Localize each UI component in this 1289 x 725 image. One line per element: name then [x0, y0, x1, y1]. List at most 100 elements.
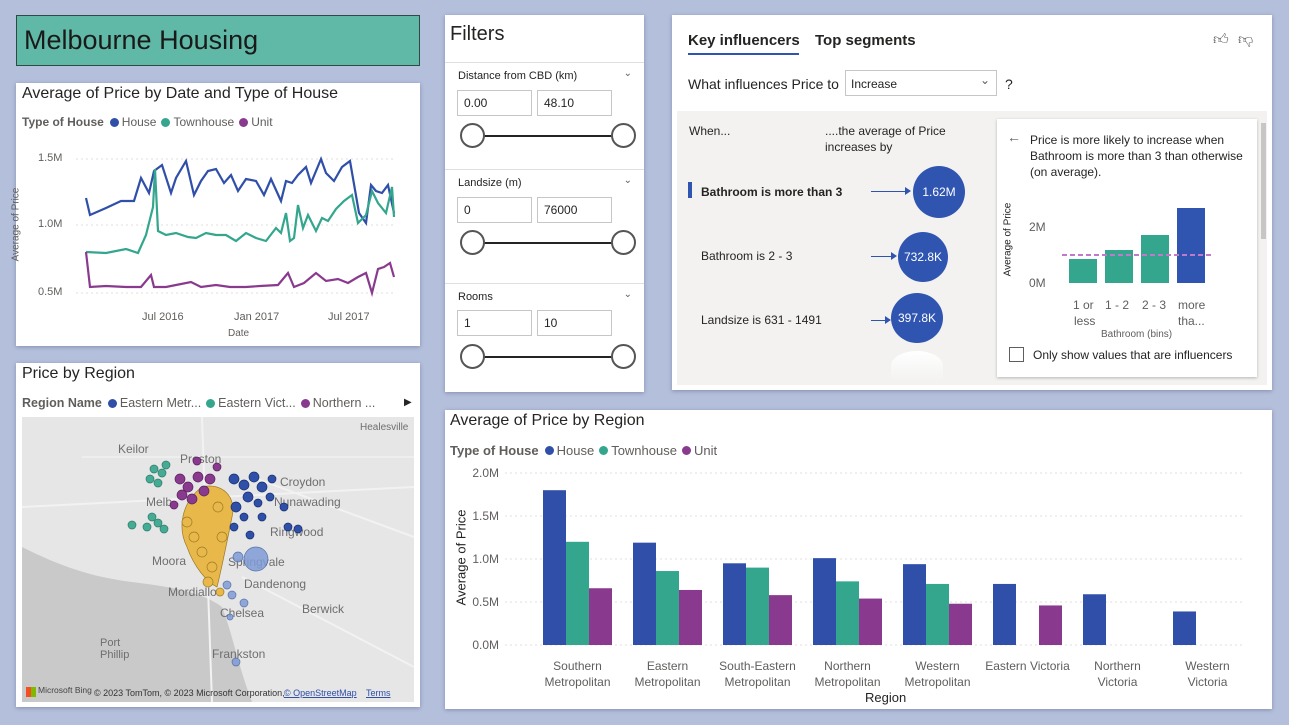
filter-label: Landsize (m)	[458, 177, 522, 189]
detail-bar-chart	[1062, 208, 1211, 283]
range-max-input[interactable]: 48.10	[537, 90, 612, 116]
slider-max-handle[interactable]	[611, 344, 636, 369]
osm-link[interactable]: © OpenStreetMap	[284, 688, 357, 698]
legend-item-townhouse[interactable]: Townhouse	[161, 115, 234, 129]
slider-min-handle[interactable]	[460, 123, 485, 148]
range-min-input[interactable]: 0	[457, 197, 532, 223]
back-arrow-icon[interactable]: ←	[1007, 129, 1021, 145]
terms-link[interactable]: Terms	[366, 688, 391, 698]
report-title: Melbourne Housing	[24, 25, 259, 55]
thumbs-up-icon[interactable]: 👍︎	[1213, 31, 1229, 48]
influencers-only-checkbox[interactable]	[1009, 347, 1024, 362]
scrollbar[interactable]	[1261, 123, 1266, 239]
bar-townhouse	[836, 581, 859, 645]
selected-indicator	[688, 182, 692, 198]
chevron-down-icon[interactable]: ⌄	[623, 68, 632, 79]
series-line-unit	[84, 251, 396, 298]
detail-x-tick: more	[1178, 298, 1206, 312]
slider-max-handle[interactable]	[611, 230, 636, 255]
slider-track[interactable]	[472, 242, 624, 244]
legend-item-house[interactable]: House	[109, 115, 156, 129]
bar-townhouse	[746, 567, 769, 645]
detail-text: Price is more likely to increase when	[1030, 133, 1225, 147]
legend-title: Type of House	[450, 443, 539, 458]
bar-unit	[679, 589, 702, 645]
legend-dot-icon	[300, 398, 310, 408]
detail-x-tick: less	[1074, 314, 1096, 328]
x-category-label: South-Eastern Metropolitan	[719, 659, 796, 689]
legend-item-northern[interactable]: Northern ...	[300, 396, 375, 410]
series-line-house	[84, 155, 396, 226]
y-axis-label: Average of Price	[10, 187, 22, 262]
map-canvas[interactable]: Keilor Healesville Preston Croydon Nunaw…	[22, 417, 414, 702]
chevron-down-icon[interactable]: ⌄	[623, 175, 632, 186]
legend-item-townhouse[interactable]: Townhouse	[599, 443, 677, 458]
map-place-label: Berwick	[302, 602, 345, 616]
bar-house	[633, 542, 656, 645]
map-card[interactable]: Price by Region Region Name Eastern Metr…	[16, 363, 420, 707]
range-min-input[interactable]: 1	[457, 310, 532, 336]
filter-label: Distance from CBD (km)	[458, 70, 578, 82]
x-category-label: Western Metropolitan	[904, 659, 971, 689]
detail-text: Bathroom is more than 3 than otherwise	[1030, 149, 1243, 163]
dropdown-value: Increase	[851, 77, 898, 91]
range-max-input[interactable]: 10	[537, 310, 612, 336]
influencer-bubble[interactable]: 397.8K	[891, 293, 943, 343]
bar-townhouse	[926, 583, 949, 645]
x-category-label: Northern Metropolitan	[814, 659, 881, 689]
legend-dot-icon	[161, 117, 171, 127]
influencer-bubble[interactable]: 1.62M	[913, 166, 965, 218]
bar-unit	[949, 603, 972, 645]
slider-min-handle[interactable]	[460, 230, 485, 255]
chevron-down-icon[interactable]: ⌄	[623, 289, 632, 300]
y-tick: 0.5M	[38, 286, 63, 298]
line-chart-card[interactable]: Average of Price by Date and Type of Hou…	[10, 83, 420, 346]
bar-house	[543, 490, 566, 645]
bar-unit	[859, 598, 882, 645]
thumbs-down-icon[interactable]: 👎︎	[1238, 31, 1254, 48]
map-place-label: Port Phillip	[100, 637, 130, 661]
tab-top-segments[interactable]: Top segments	[815, 32, 916, 49]
influencer-label[interactable]: Bathroom is 2 - 3	[701, 249, 793, 263]
legend-item-unit[interactable]: Unit	[239, 115, 273, 129]
slider-max-handle[interactable]	[611, 123, 636, 148]
slider-min-handle[interactable]	[460, 344, 485, 369]
bar-chart-legend: Type of House House Townhouse Unit	[450, 443, 722, 458]
legend-item-unit[interactable]: Unit	[681, 443, 717, 458]
legend-item-house[interactable]: House	[544, 443, 594, 458]
bing-logo-icon	[26, 687, 36, 697]
bar-chart-card[interactable]: Average of Price by Region Type of House…	[445, 410, 1272, 709]
slider-track[interactable]	[472, 135, 624, 137]
influencer-label[interactable]: Landsize is 631 - 1491	[701, 313, 822, 327]
x-category-label: Eastern Metropolitan	[634, 659, 701, 689]
bar-house	[1173, 611, 1196, 645]
influencer-bubble[interactable]: 732.8K	[898, 232, 948, 282]
y-tick: 0.5M	[472, 595, 499, 609]
question-prefix: What influences Price to	[688, 76, 839, 92]
influencer-label[interactable]: Bathroom is more than 3	[701, 185, 843, 199]
bar-chart-title: Average of Price by Region	[450, 412, 645, 429]
x-tick: Jul 2016	[142, 311, 184, 323]
legend-title: Type of House	[22, 115, 104, 129]
legend-next-icon[interactable]: ▶	[404, 397, 412, 408]
legend-item-eastern-victoria[interactable]: Eastern Vict...	[206, 396, 296, 410]
target-dropdown[interactable]: Increase ⌄	[845, 70, 997, 96]
map-place-label: Croydon	[280, 475, 326, 489]
map-background	[22, 417, 414, 702]
bar-chart-plot: 2.0M 1.5M 1.0M 0.5M 0.0M	[472, 466, 1245, 652]
map-place-label: Keilor	[118, 442, 149, 456]
bar-house	[813, 558, 836, 645]
filter-distance: Distance from CBD (km) ⌄ 0.00 48.10	[445, 62, 644, 169]
filter-label: Rooms	[458, 291, 493, 303]
y-tick: 2.0M	[472, 466, 499, 480]
range-max-input[interactable]: 76000	[537, 197, 612, 223]
y-tick: 1.0M	[38, 218, 63, 230]
x-category-label: Eastern Victoria	[985, 659, 1070, 673]
tab-key-influencers[interactable]: Key influencers	[688, 32, 800, 49]
range-min-input[interactable]: 0.00	[457, 90, 532, 116]
checkbox-label: Only show values that are influencers	[1033, 348, 1233, 362]
bar-house	[903, 564, 926, 645]
legend-item-eastern-metro[interactable]: Eastern Metr...	[107, 396, 201, 410]
slider-track[interactable]	[472, 356, 624, 358]
detail-x-label: Bathroom (bins)	[1101, 329, 1173, 340]
